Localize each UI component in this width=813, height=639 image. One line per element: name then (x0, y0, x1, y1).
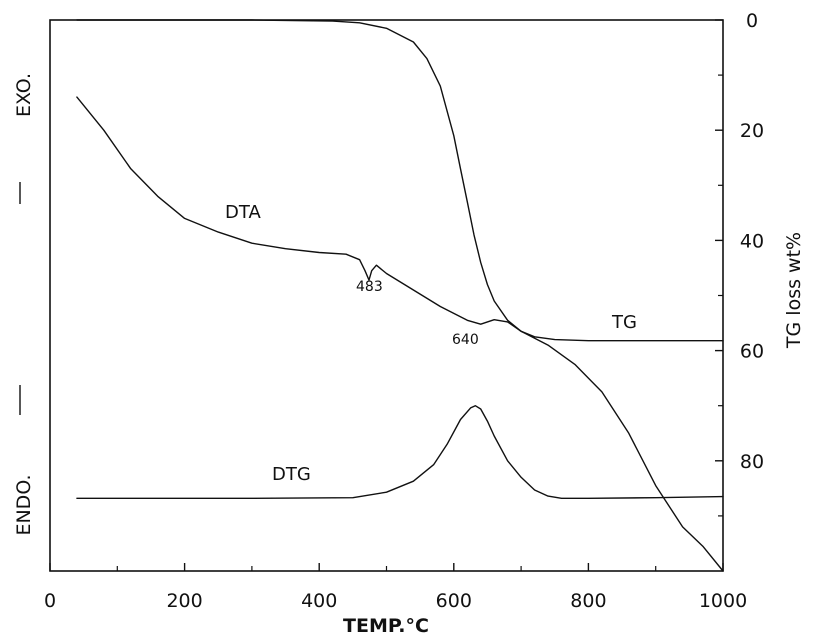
y-tick-label: 20 (740, 120, 764, 142)
x-tick-label: 400 (301, 590, 337, 612)
x-tick-label: 1000 (699, 590, 747, 612)
y-right-axis-title: TG loss wt% (783, 232, 805, 349)
y-tick-label: 40 (740, 230, 764, 252)
dtg-label: DTG (272, 464, 311, 485)
x-tick-label: 800 (570, 590, 606, 612)
x-tick-label: 0 (44, 590, 56, 612)
curves (76, 19, 724, 572)
annotation-640: 640 (452, 332, 479, 348)
dta-label: DTA (225, 202, 261, 223)
tg-curve (76, 19, 724, 342)
y-right-axis-ticks: 0 20 40 60 80 (715, 10, 764, 517)
exo-label: EXO. (13, 73, 35, 117)
tg-label: TG (611, 312, 637, 333)
plot-frame (49, 19, 724, 572)
x-axis-title: TEMP.°C (343, 615, 429, 637)
annotation-483: 483 (356, 279, 383, 295)
x-tick-label: 600 (436, 590, 472, 612)
x-axis-ticks: 0 200 400 600 800 1000 (44, 563, 747, 612)
y-tick-label: 0 (746, 10, 758, 32)
dta-curve (76, 96, 724, 572)
y-tick-label: 80 (740, 451, 764, 473)
dtg-curve (76, 405, 724, 499)
y-tick-label: 60 (740, 341, 764, 363)
x-tick-label: 200 (166, 590, 202, 612)
endo-label: ENDO. (13, 474, 35, 535)
